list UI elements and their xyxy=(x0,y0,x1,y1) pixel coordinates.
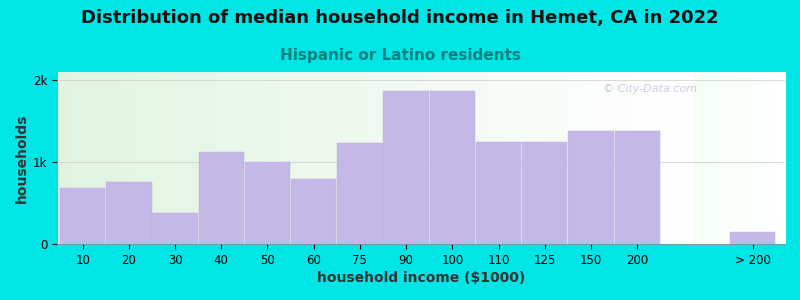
Text: Hispanic or Latino residents: Hispanic or Latino residents xyxy=(279,48,521,63)
X-axis label: household income ($1000): household income ($1000) xyxy=(317,271,526,285)
Text: Distribution of median household income in Hemet, CA in 2022: Distribution of median household income … xyxy=(81,9,719,27)
Bar xyxy=(106,182,151,244)
Bar xyxy=(430,91,475,244)
Bar xyxy=(245,162,290,244)
Bar xyxy=(291,178,336,244)
Bar xyxy=(60,188,106,244)
Bar xyxy=(383,91,429,244)
Bar xyxy=(153,213,198,244)
Bar xyxy=(568,131,614,244)
Bar xyxy=(730,232,775,244)
Bar xyxy=(198,152,244,244)
Bar xyxy=(522,142,567,244)
Text: © City-Data.com: © City-Data.com xyxy=(603,84,697,94)
Bar xyxy=(338,143,382,244)
Bar xyxy=(476,142,521,244)
Y-axis label: households: households xyxy=(15,113,29,203)
Bar xyxy=(614,131,660,244)
